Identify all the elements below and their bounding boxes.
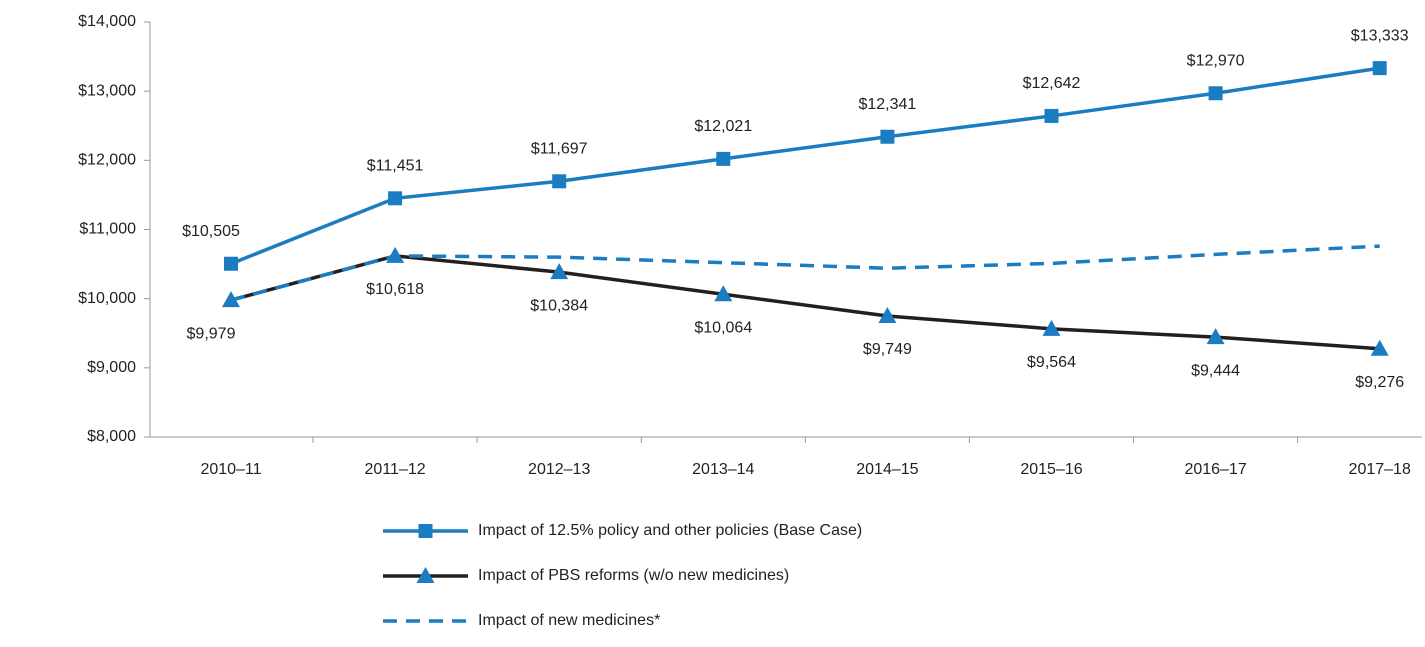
data-label: $12,021 (694, 118, 752, 135)
x-tick-label: 2010–11 (200, 461, 261, 478)
point-marker (1208, 86, 1223, 101)
data-label: $12,970 (1187, 52, 1245, 69)
data-label: $9,564 (1027, 354, 1076, 371)
data-label: $12,341 (858, 96, 916, 113)
point-marker (880, 129, 895, 144)
x-tick-label: 2012–13 (528, 461, 590, 478)
x-tick-label: 2014–15 (856, 461, 918, 478)
data-label: $10,618 (366, 281, 424, 298)
point-marker (386, 246, 405, 263)
series-line (230, 66, 1380, 266)
series-line (230, 244, 1380, 302)
point-marker (1370, 339, 1389, 356)
point-marker (552, 174, 567, 189)
data-label: $9,276 (1355, 374, 1404, 391)
y-tick-label: $14,000 (78, 13, 136, 30)
point-marker (1372, 61, 1387, 76)
y-tick-label: $11,000 (79, 221, 136, 238)
point-marker (388, 191, 403, 206)
data-label: $10,505 (182, 223, 240, 240)
x-tick-label: 2017–18 (1349, 461, 1411, 478)
data-label: $11,451 (367, 158, 424, 175)
data-label: $9,444 (1191, 362, 1240, 379)
point-marker (1042, 319, 1061, 336)
y-tick-label: $10,000 (78, 290, 136, 307)
data-label: $9,979 (187, 325, 236, 342)
data-label: $11,697 (531, 141, 588, 158)
data-label: $10,064 (694, 319, 752, 336)
legend-marker (416, 567, 435, 583)
point-marker (878, 307, 897, 324)
point-marker (222, 291, 240, 308)
series-line (230, 254, 1380, 351)
data-label: $9,749 (863, 341, 912, 358)
point-marker (716, 151, 731, 166)
point-marker (1206, 328, 1225, 345)
x-tick-label: 2016–17 (1184, 461, 1246, 478)
y-tick-label: $13,000 (78, 82, 136, 99)
legend-label: Impact of 12.5% policy and other policie… (478, 522, 862, 539)
legend-label: Impact of PBS reforms (w/o new medicines… (478, 567, 789, 584)
data-label: $12,642 (1023, 75, 1081, 92)
y-tick-label: $8,000 (87, 428, 136, 445)
data-label: $10,384 (530, 297, 588, 314)
x-tick-label: 2013–14 (692, 461, 754, 478)
point-marker (224, 256, 238, 271)
point-marker (550, 263, 569, 280)
data-label: $13,333 (1351, 27, 1409, 44)
legend-marker (418, 524, 433, 538)
point-marker (1044, 108, 1059, 123)
point-marker (714, 285, 733, 302)
legend-label: Impact of new medicines* (478, 612, 660, 629)
x-tick-label: 2011–12 (365, 461, 426, 478)
y-tick-label: $9,000 (87, 359, 136, 376)
y-tick-label: $12,000 (78, 152, 136, 169)
x-tick-label: 2015–16 (1020, 461, 1082, 478)
